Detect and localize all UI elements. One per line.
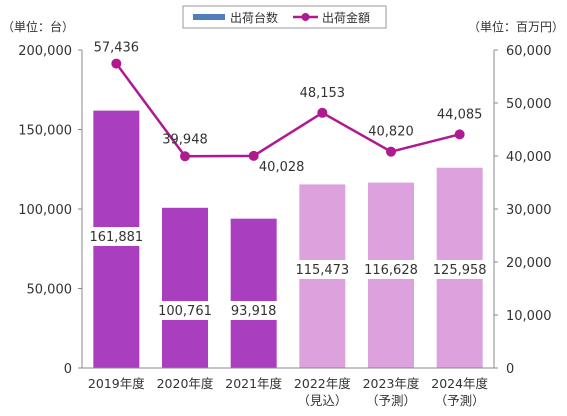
left-tick-label: 50,000 (27, 283, 73, 298)
line-value-label: 39,948 (162, 132, 208, 147)
category-sublabel: （予測） (435, 393, 485, 408)
line-point-4 (386, 146, 396, 157)
bar-label-bg (90, 227, 143, 246)
right-axis-unit-label: （単位：百万円） (468, 19, 564, 34)
bar-label-bg (227, 301, 280, 320)
bar-value-label: 116,628 (364, 263, 418, 278)
right-tick-label: 60,000 (506, 44, 552, 59)
category-labels: 2019年度 2020年度 2021年度 2022年度 （見込） 2023年度 （予測） 20… (88, 376, 489, 408)
category-label: 2019年度 (88, 376, 145, 391)
line-value-label: 40,028 (259, 160, 305, 175)
left-tick-label: 150,000 (18, 124, 72, 139)
right-tick-label: 40,000 (506, 150, 552, 165)
legend: 出荷台数 出荷金額 (182, 5, 387, 29)
line-value-label: 40,820 (368, 125, 414, 140)
legend-label: 出荷台数 (230, 10, 278, 25)
legend-bar-swatch (193, 14, 225, 20)
bar-label-bg (365, 260, 417, 279)
category-sublabel: （予測） (366, 393, 416, 408)
category-label: 2021年度 (225, 376, 282, 391)
category-label: 2024年度 (431, 376, 488, 391)
bar-label-bg (159, 301, 211, 320)
legend-label: 出荷金額 (322, 10, 370, 25)
legend-box (182, 5, 387, 29)
left-tick-label: 100,000 (18, 203, 72, 218)
right-tick-label: 20,000 (506, 256, 552, 271)
bar-value-label: 93,918 (231, 304, 277, 319)
bar-2 (230, 218, 277, 368)
right-tick-label: 0 (506, 362, 514, 377)
left-tick-label: 200,000 (18, 44, 72, 59)
left-axis-unit-label: （単位：台） (2, 19, 74, 34)
bar-1 (162, 207, 208, 368)
line-value-label: 44,085 (437, 107, 483, 122)
line-point-5 (454, 129, 465, 140)
bar-label-bg (433, 260, 486, 279)
category-sublabel: （見込） (297, 393, 347, 408)
right-tick-label: 10,000 (506, 309, 552, 324)
category-label: 2022年度 (294, 376, 351, 391)
category-label: 2020年度 (157, 376, 214, 391)
bar-label-bg (296, 260, 349, 279)
left-tick-label: 0 (64, 362, 72, 377)
line-point-2 (248, 150, 259, 161)
line-value-label: 57,436 (94, 41, 140, 56)
right-tick-label: 50,000 (506, 97, 552, 112)
bar-value-label: 100,761 (158, 304, 212, 319)
line-value-label: 48,153 (300, 86, 346, 101)
right-tick-label: 30,000 (506, 203, 552, 218)
axes: 0 50,000 100,000 150,000 200,000 0 10,000 20,00… (18, 44, 551, 377)
bar-value-label: 115,473 (295, 263, 349, 278)
line-path (115, 62, 460, 158)
line-point-3 (317, 107, 328, 118)
line-series (111, 58, 465, 162)
data-labels: 161,881 100,761 93,918 115,473 116,628 125,95… (89, 41, 487, 320)
bar-value-label: 125,958 (433, 263, 487, 278)
line-point-1 (180, 151, 190, 162)
legend-line-marker (301, 13, 310, 21)
bars (93, 110, 483, 369)
line-point-0 (111, 58, 122, 69)
bar-value-label: 161,881 (89, 230, 143, 245)
category-label: 2023年度 (363, 376, 420, 391)
